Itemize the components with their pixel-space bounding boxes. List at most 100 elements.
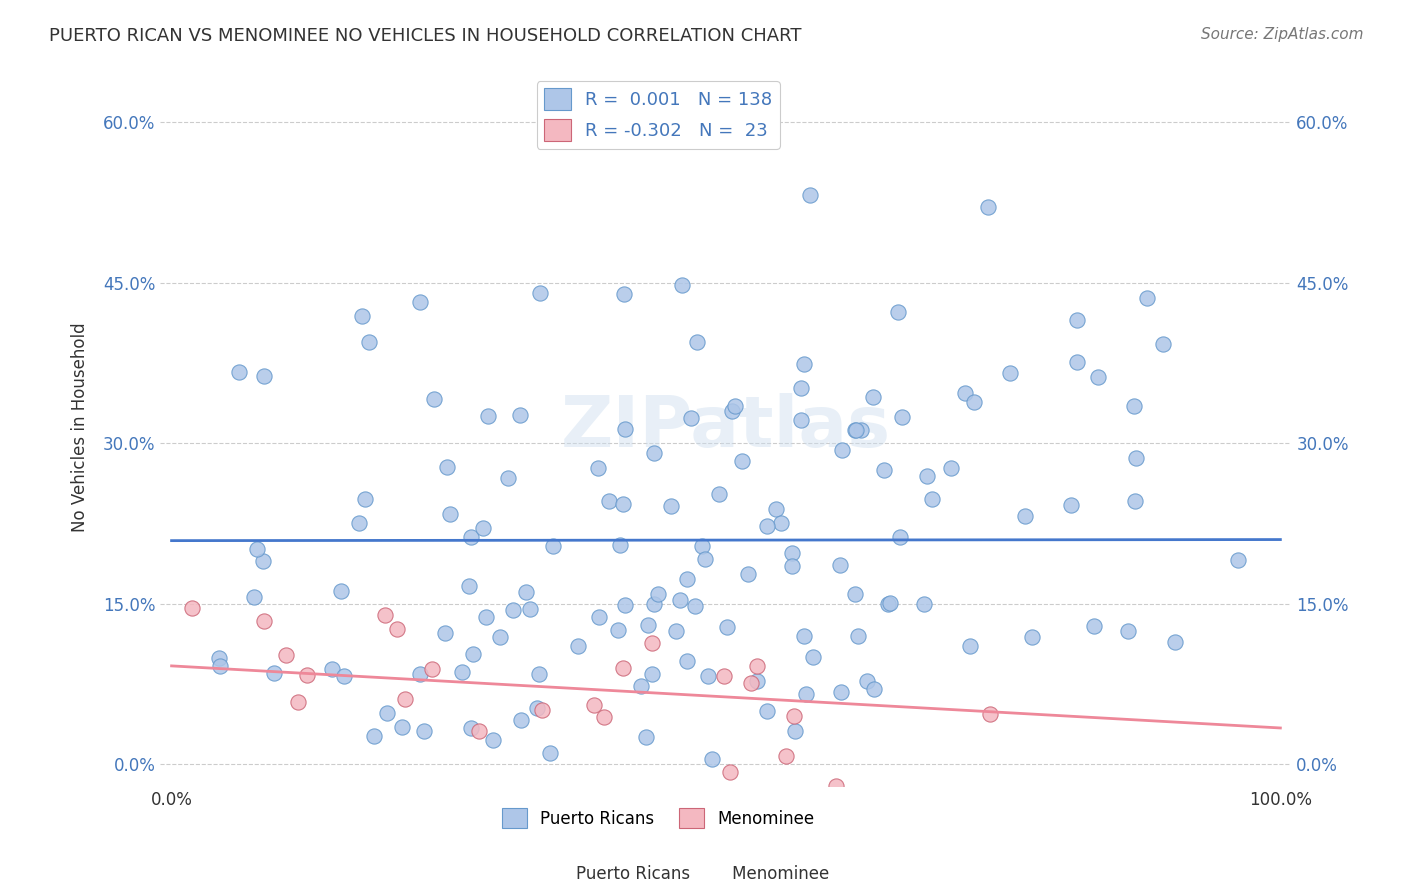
Point [489, 630, 512, 644]
Text: Puerto Ricans        Menominee: Puerto Ricans Menominee [576, 865, 830, 883]
Point [567, 639, 589, 653]
Point [756, 518, 779, 533]
Point [208, 659, 231, 673]
Point [873, 462, 896, 476]
Point [423, 392, 446, 406]
Point [614, 422, 637, 436]
Point [693, 551, 716, 566]
Point [496, 471, 519, 485]
Point [1060, 498, 1083, 512]
Point [375, 706, 398, 721]
Point [770, 516, 793, 530]
Legend: Puerto Ricans, Menominee: Puerto Ricans, Menominee [495, 801, 821, 835]
Point [793, 357, 815, 371]
Point [1087, 370, 1109, 384]
Point [740, 676, 762, 690]
Point [246, 541, 269, 556]
Point [385, 623, 408, 637]
Point [1116, 624, 1139, 638]
Point [679, 411, 702, 425]
Point [352, 309, 374, 323]
Point [713, 668, 735, 682]
Point [538, 746, 561, 760]
Point [420, 662, 443, 676]
Point [253, 615, 276, 629]
Point [669, 593, 692, 607]
Point [1000, 367, 1022, 381]
Point [796, 687, 818, 701]
Point [1014, 508, 1036, 523]
Point [592, 710, 614, 724]
Point [661, 500, 683, 514]
Point [876, 597, 898, 611]
Point [891, 409, 914, 424]
Point [394, 692, 416, 706]
Point [665, 624, 688, 638]
Point [527, 666, 550, 681]
Point [333, 669, 356, 683]
Point [468, 724, 491, 739]
Point [801, 649, 824, 664]
Point [1066, 313, 1088, 327]
Point [825, 779, 848, 793]
Point [745, 658, 768, 673]
Point [1163, 635, 1185, 649]
Point [530, 703, 553, 717]
Point [636, 730, 658, 744]
Point [690, 539, 713, 553]
Point [481, 733, 503, 747]
Point [1066, 355, 1088, 369]
Text: Source: ZipAtlas.com: Source: ZipAtlas.com [1201, 27, 1364, 42]
Point [718, 764, 741, 779]
Point [228, 365, 250, 379]
Point [756, 704, 779, 718]
Point [252, 554, 274, 568]
Point [643, 446, 665, 460]
Point [959, 639, 981, 653]
Point [434, 625, 457, 640]
Point [181, 601, 204, 615]
Point [783, 709, 806, 723]
Point [1122, 399, 1144, 413]
Point [582, 698, 605, 713]
Point [598, 494, 620, 508]
Point [676, 654, 699, 668]
Text: PUERTO RICAN VS MENOMINEE NO VEHICLES IN HOUSEHOLD CORRELATION CHART: PUERTO RICAN VS MENOMINEE NO VEHICLES IN… [49, 27, 801, 45]
Point [242, 591, 264, 605]
Point [363, 729, 385, 743]
Point [731, 454, 754, 468]
Point [458, 579, 481, 593]
Point [519, 602, 541, 616]
Point [502, 603, 524, 617]
Point [357, 335, 380, 350]
Point [862, 390, 884, 404]
Point [641, 666, 664, 681]
Point [413, 723, 436, 738]
Point [683, 599, 706, 614]
Point [409, 666, 432, 681]
Point [329, 584, 352, 599]
Point [1021, 630, 1043, 644]
Point [461, 647, 484, 661]
Point [737, 567, 759, 582]
Point [790, 381, 813, 395]
Point [643, 597, 665, 611]
Point [793, 629, 815, 643]
Point [460, 721, 482, 735]
Point [1227, 553, 1250, 567]
Point [253, 368, 276, 383]
Point [526, 700, 548, 714]
Point [765, 502, 787, 516]
Point [780, 545, 803, 559]
Point [780, 559, 803, 574]
Point [607, 623, 630, 637]
Point [515, 585, 537, 599]
Point [675, 572, 697, 586]
Point [588, 610, 610, 624]
Point [436, 459, 458, 474]
Point [855, 674, 877, 689]
Point [702, 752, 724, 766]
Point [1083, 618, 1105, 632]
Point [721, 403, 744, 417]
Point [637, 618, 659, 632]
